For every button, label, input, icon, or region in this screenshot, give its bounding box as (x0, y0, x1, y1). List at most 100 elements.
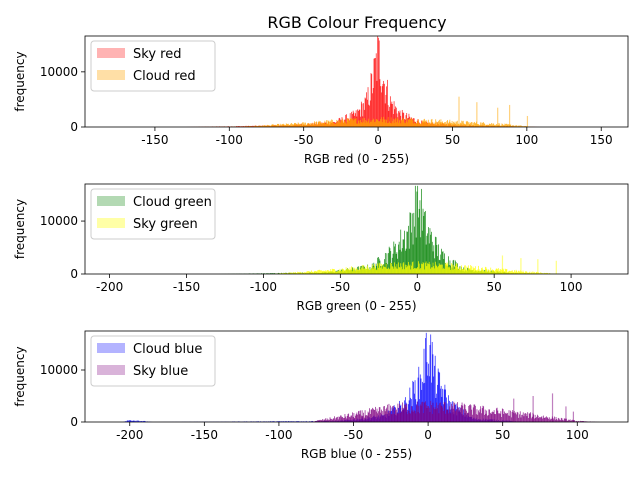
histogram-bar (374, 264, 375, 274)
histogram-bar (379, 79, 381, 127)
histogram-bar (347, 268, 349, 274)
histogram-bar (428, 406, 429, 422)
histogram-bar (411, 262, 413, 274)
histogram-bar (381, 117, 382, 127)
histogram-bar (332, 269, 334, 274)
histogram-bar (398, 122, 399, 127)
histogram-bar (509, 271, 511, 274)
histogram-bar (344, 270, 345, 274)
histogram-bar (445, 413, 447, 422)
histogram-bar (384, 119, 386, 127)
histogram-bar (313, 272, 315, 274)
histogram-bar (388, 122, 390, 127)
histogram-bar (487, 124, 489, 127)
histogram-bar (263, 124, 265, 127)
histogram-bar (439, 122, 441, 127)
histogram-bar (467, 412, 469, 422)
histogram-bar (405, 115, 407, 127)
histogram-bar (375, 57, 376, 127)
histogram-bar (427, 375, 429, 422)
histogram-bar (506, 123, 507, 127)
histogram-bar (357, 411, 359, 422)
histogram-bar (419, 374, 421, 422)
histogram-bar (453, 121, 454, 127)
histogram-bar (390, 251, 392, 274)
histogram-bar (484, 414, 485, 422)
histogram-bar (360, 269, 362, 274)
histogram-bar (282, 123, 284, 127)
histogram-bar (484, 123, 486, 127)
histogram-bar (506, 268, 508, 274)
histogram-bar (263, 273, 265, 274)
histogram-bar (377, 36, 379, 127)
histogram-bar (388, 269, 390, 274)
histogram-bar (309, 272, 311, 274)
histogram-bar (274, 273, 275, 274)
histogram-bar (404, 123, 406, 127)
histogram-bar (352, 416, 354, 422)
histogram-bar (404, 250, 406, 274)
histogram-bar (519, 271, 521, 274)
histogram-bar (428, 407, 430, 422)
histogram-bar (285, 123, 287, 127)
histogram-bar (471, 266, 472, 274)
histogram-bar (378, 37, 379, 127)
histogram-bar (397, 117, 399, 127)
histogram-bar (365, 415, 367, 422)
histogram-bar (471, 409, 473, 422)
histogram-bar (129, 420, 130, 422)
histogram-bar (438, 266, 439, 274)
histogram-bar (355, 415, 356, 422)
histogram-bar (381, 409, 382, 422)
histogram-bar (339, 268, 341, 274)
histogram-bar (560, 420, 561, 422)
histogram-bar (491, 412, 493, 422)
histogram-bar (377, 263, 379, 274)
histogram-bar (409, 413, 411, 422)
histogram-bar (457, 266, 459, 274)
x-tick-label: 50 (495, 428, 510, 442)
x-tick-label: -100 (265, 428, 292, 442)
histogram-bar (339, 417, 341, 422)
histogram-bar (416, 120, 418, 127)
histogram-bar (359, 123, 361, 127)
spike-bar (537, 259, 539, 274)
histogram-bar (479, 409, 481, 422)
histogram-bar (474, 404, 476, 422)
histogram-bar (314, 121, 315, 127)
histogram-bar (455, 123, 457, 127)
histogram-bar (498, 268, 499, 274)
histogram-bar (326, 123, 328, 127)
subplot-red: -150 -100 -50 0 50 100 150 0 10000 RGB red (0 - 2… (13, 35, 629, 166)
histogram-bar (338, 122, 340, 127)
histogram-bar (548, 273, 550, 274)
histogram-bar (519, 125, 521, 127)
histogram-bar (519, 411, 521, 422)
histogram-bar (477, 414, 479, 422)
histogram-bar (451, 264, 453, 274)
y-axis-label: frequency (13, 51, 27, 111)
histogram-bar (484, 271, 485, 274)
histogram-bar (466, 410, 467, 422)
histogram-bar (444, 268, 445, 274)
histogram-bar (559, 419, 561, 422)
histogram-bar (530, 272, 532, 274)
histogram-bar (500, 125, 501, 127)
histogram-bar (550, 418, 552, 422)
histogram-bar (538, 418, 540, 422)
histogram-bar (434, 409, 435, 422)
histogram-bar (413, 411, 414, 422)
histogram-bar (399, 119, 401, 127)
histogram-bar (380, 119, 382, 127)
histogram-bar (507, 415, 509, 422)
x-tick-label: 0 (413, 280, 421, 294)
histogram-bar (360, 410, 361, 422)
histogram-bar (340, 415, 341, 422)
histogram-bar (392, 103, 393, 127)
x-axis-label: RGB green (0 - 255) (296, 299, 416, 313)
histogram-bar (511, 125, 513, 127)
histogram-bar (521, 414, 523, 422)
histogram-bar (478, 265, 479, 274)
histogram-bar (418, 366, 420, 422)
histogram-bar (442, 388, 444, 422)
